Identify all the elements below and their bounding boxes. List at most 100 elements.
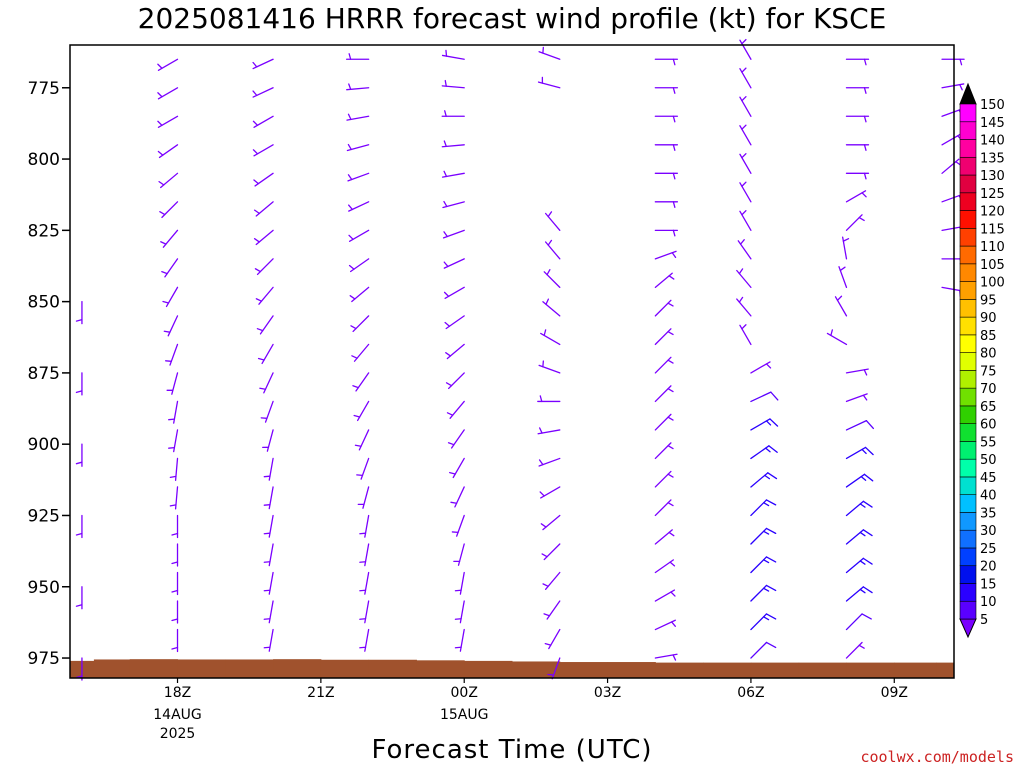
- wind-barb-half-feather: [667, 359, 674, 364]
- wind-barb-shaft: [540, 486, 561, 499]
- wind-barb: [845, 446, 874, 460]
- colorbar-tick-label: 50: [980, 453, 997, 468]
- wind-barb-half-feather: [741, 210, 747, 216]
- wind-barb: [543, 600, 561, 620]
- wind-barb: [442, 229, 465, 239]
- wind-barb: [157, 144, 179, 159]
- wind-barb: [845, 144, 870, 151]
- wind-barb-shaft: [845, 214, 863, 231]
- wind-barb-shaft: [543, 271, 561, 289]
- wind-barb-half-feather: [171, 646, 179, 650]
- colorbar-tick-label: 115: [980, 222, 1005, 237]
- wind-barb: [739, 124, 752, 146]
- wind-barb-full-feather: [862, 500, 873, 508]
- wind-barb-shaft: [845, 419, 868, 431]
- wind-barb: [541, 543, 561, 561]
- wind-barb-shaft: [161, 201, 179, 219]
- wind-barb: [845, 500, 873, 517]
- wind-barb: [654, 58, 679, 66]
- wind-barb: [736, 268, 752, 289]
- wind-barb-half-feather: [671, 252, 677, 259]
- wind-barb-half-feather: [861, 448, 867, 455]
- wind-barb-half-feather: [263, 618, 271, 620]
- colorbar-segment: [959, 387, 977, 407]
- wind-barb-shaft: [167, 315, 179, 337]
- wind-barb: [353, 400, 370, 422]
- wind-barb: [654, 250, 677, 260]
- wind-barb: [347, 172, 370, 182]
- wind-barb: [547, 657, 561, 680]
- wind-barb: [654, 470, 674, 488]
- wind-barb-half-feather: [739, 239, 745, 245]
- wind-barb: [158, 172, 179, 189]
- colorbar-tick-label: 150: [980, 98, 1005, 113]
- wind-barb: [451, 514, 465, 537]
- colorbar-segment: [959, 156, 977, 176]
- y-tick-label: 950: [28, 578, 60, 598]
- wind-barb-shaft: [446, 343, 465, 360]
- wind-barb-shaft: [845, 586, 864, 602]
- wind-barb: [739, 95, 752, 117]
- wind-barb-shaft: [845, 190, 867, 203]
- wind-barb-half-feather: [538, 427, 543, 434]
- colorbar-tick-label: 145: [980, 116, 1005, 131]
- wind-barb-shaft: [941, 133, 962, 146]
- wind-barb: [540, 329, 561, 346]
- wind-barb-half-feather: [863, 369, 868, 376]
- colorbar-tick-label: 140: [980, 134, 1005, 149]
- wind-barb-half-feather: [168, 447, 176, 449]
- wind-barb-full-feather: [864, 446, 874, 456]
- wind-barb: [263, 486, 274, 510]
- wind-barb-shaft: [540, 332, 561, 346]
- wind-barb-half-feather: [538, 459, 544, 466]
- wind-barb-half-feather: [959, 58, 963, 66]
- wind-barb-shaft: [252, 58, 274, 70]
- wind-barb-half-feather: [252, 120, 259, 126]
- wind-barb: [654, 559, 676, 574]
- wind-barb: [162, 286, 179, 308]
- wind-barb-half-feather: [454, 618, 462, 620]
- wind-barb-half-feather: [863, 144, 867, 151]
- wind-barb-shaft: [360, 457, 370, 480]
- wind-barb-shaft: [157, 87, 179, 100]
- wind-barb-shaft: [364, 543, 370, 567]
- wind-barb: [75, 443, 83, 467]
- wind-barb-half-feather: [348, 264, 355, 270]
- wind-barb-full-feather: [765, 613, 777, 620]
- wind-barb: [542, 571, 561, 591]
- wind-barb-shaft: [654, 385, 672, 403]
- wind-barb-half-feather: [171, 532, 179, 536]
- wind-barb: [654, 328, 674, 346]
- colorbar-segment: [959, 334, 977, 353]
- wind-barb-half-feather: [75, 532, 83, 536]
- wind-barb-half-feather: [672, 654, 677, 661]
- wind-barb: [75, 300, 83, 325]
- wind-barb-shaft: [654, 328, 672, 346]
- wind-barb-shaft: [263, 372, 274, 394]
- wind-barb: [538, 360, 561, 374]
- wind-barb: [443, 286, 465, 300]
- x-tick-label: 21Z: [307, 685, 334, 701]
- wind-barb-shaft: [941, 108, 964, 117]
- wind-barb-shaft: [162, 229, 179, 248]
- colorbar-segment: [959, 565, 977, 584]
- wind-barb-half-feather: [543, 613, 551, 617]
- wind-barb: [346, 83, 370, 91]
- wind-barb-shaft: [941, 193, 964, 203]
- colorbar-bottom-arrow: [959, 618, 977, 639]
- wind-barb-full-feather: [765, 641, 777, 649]
- colorbar-segment: [959, 370, 977, 389]
- colorbar-tick-label: 130: [980, 169, 1005, 184]
- x-tick-label: 18Z: [164, 685, 191, 701]
- wind-barb: [834, 295, 848, 317]
- wind-barb: [254, 258, 274, 276]
- wind-barb-half-feather: [539, 491, 545, 497]
- wind-barb-shaft: [736, 298, 752, 317]
- wind-barb-half-feather: [741, 153, 747, 159]
- x-tick-label: 06Z: [737, 685, 764, 701]
- wind-barb-shaft: [443, 258, 465, 269]
- wind-barb: [253, 229, 274, 246]
- wind-barb: [359, 600, 370, 624]
- wind-barb: [447, 429, 465, 449]
- wind-barb-half-feather: [263, 504, 271, 506]
